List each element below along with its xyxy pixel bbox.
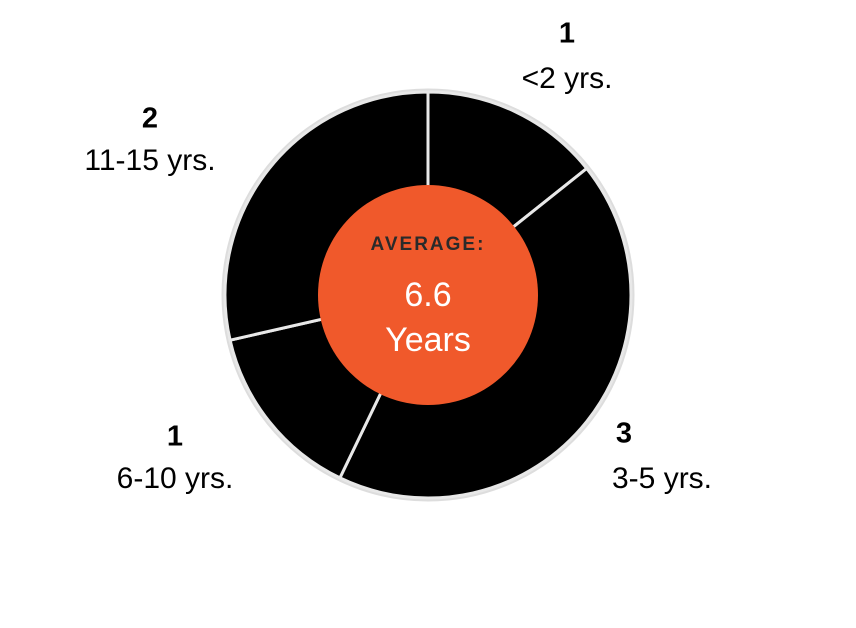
value-label: 2 — [142, 103, 158, 135]
center-label: AVERAGE: — [371, 234, 486, 255]
category-label: 3-5 yrs. — [612, 462, 712, 495]
value-label: 1 — [167, 421, 183, 453]
category-label: 6-10 yrs. — [117, 462, 234, 495]
center-value: 6.6 — [404, 276, 451, 314]
category-label: <2 yrs. — [522, 62, 613, 95]
outer-ring — [221, 88, 635, 502]
category-label: 11-15 yrs. — [84, 144, 215, 177]
center-unit: Years — [385, 321, 471, 359]
value-label: 1 — [559, 18, 575, 50]
center-circle — [318, 185, 538, 405]
value-label: 3 — [616, 418, 632, 450]
